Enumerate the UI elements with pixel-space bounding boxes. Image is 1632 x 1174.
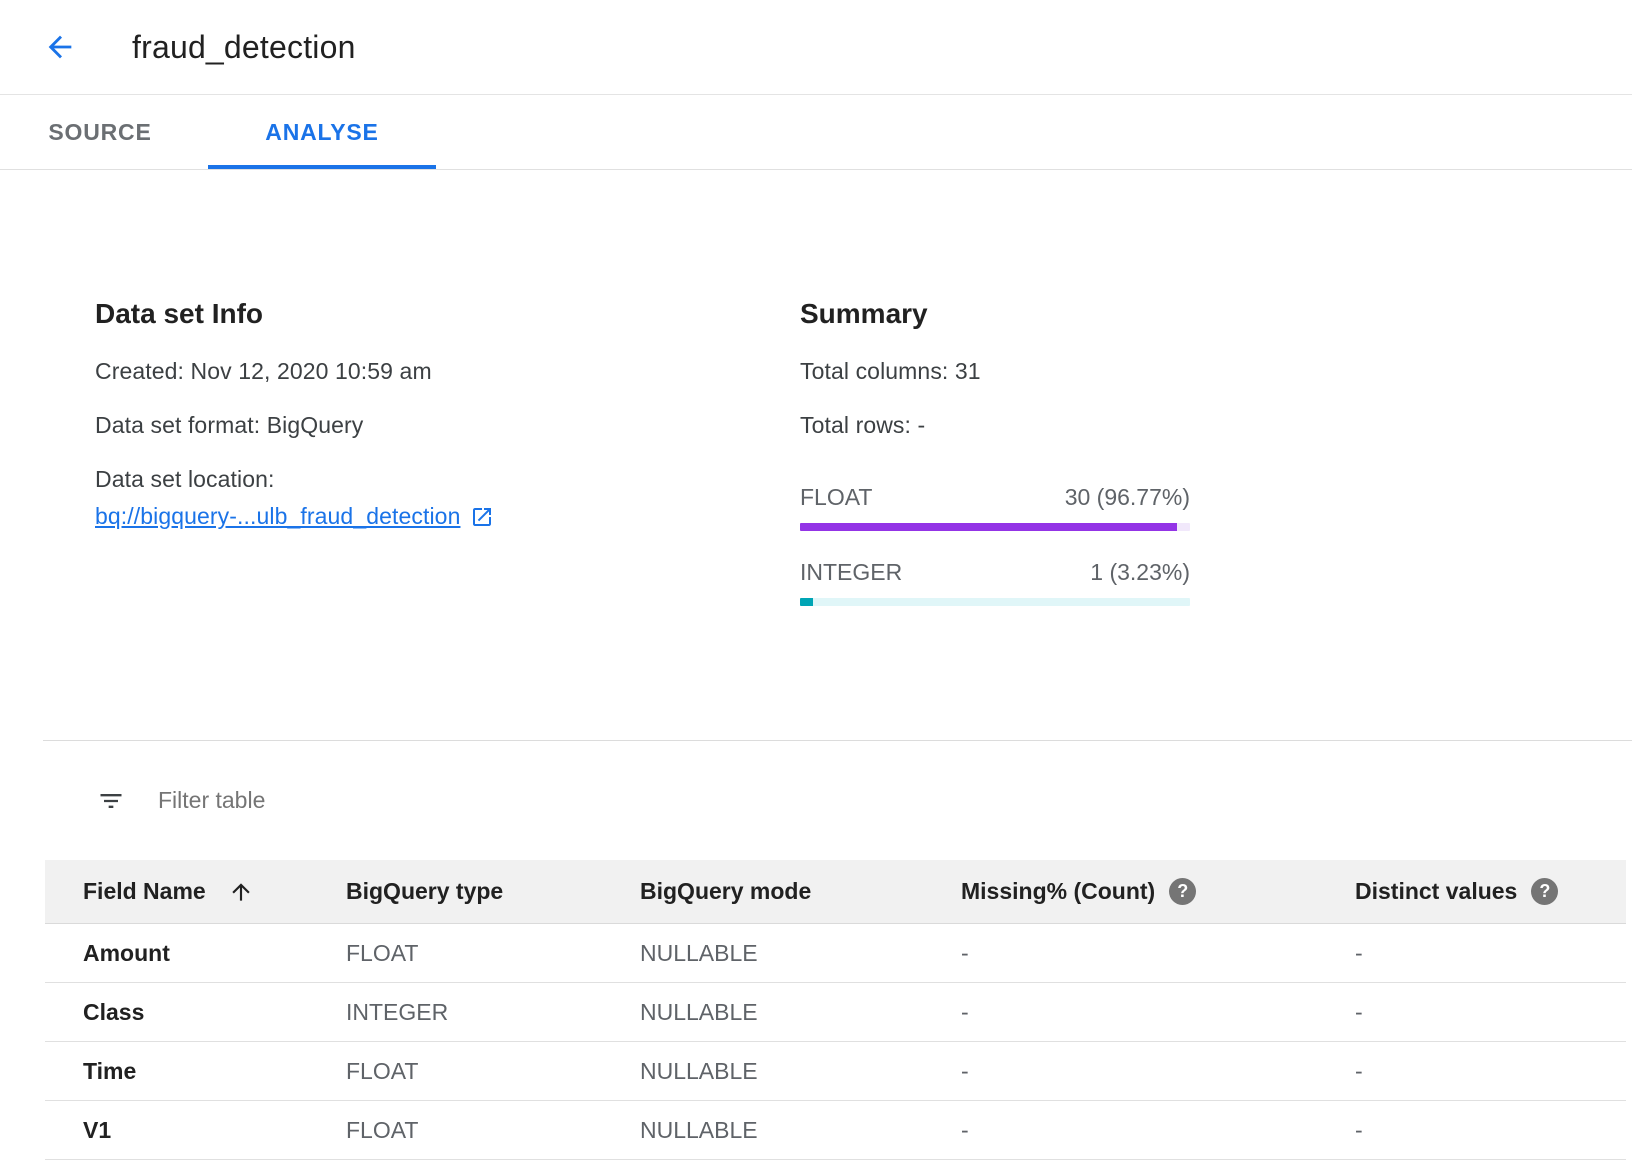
dataset-format: Data set format: BigQuery (95, 412, 364, 438)
mode-cell: NULLABLE (640, 939, 758, 966)
tab-source[interactable]: SOURCE (0, 95, 200, 169)
filter-row (0, 741, 1632, 860)
filter-table-input[interactable] (158, 787, 758, 814)
field-name-cell: Time (83, 1057, 137, 1084)
dataset-info-section: Data set Info Created: Nov 12, 2020 10:5… (95, 298, 660, 740)
float-type-row: FLOAT 30 (96.77%) (800, 484, 1190, 511)
table-header-row: Field Name BigQuery type BigQuery mode M… (45, 860, 1626, 924)
mode-cell: NULLABLE (640, 1116, 758, 1143)
sort-ascending-icon[interactable] (228, 879, 254, 905)
back-button[interactable] (40, 27, 80, 67)
field-name-cell: Amount (83, 939, 170, 966)
integer-type-row: INTEGER 1 (3.23%) (800, 559, 1190, 586)
float-meter (800, 523, 1190, 531)
dataset-created: Created: Nov 12, 2020 10:59 am (95, 358, 432, 384)
dataset-location-link[interactable]: bq://bigquery-...ulb_fraud_detection (95, 503, 461, 529)
missing-cell: - (961, 998, 969, 1025)
distinct-cell: - (1355, 1116, 1363, 1143)
integer-meter-fill (800, 598, 813, 606)
integer-value: 1 (3.23%) (1090, 559, 1190, 585)
app-header: fraud_detection (0, 0, 1632, 95)
missing-cell: - (961, 1116, 969, 1143)
open-in-new-icon[interactable] (470, 505, 494, 529)
fields-table: Field Name BigQuery type BigQuery mode M… (45, 860, 1626, 1160)
arrow-back-icon (48, 35, 72, 59)
distinct-help-icon[interactable]: ? (1531, 878, 1559, 905)
total-columns: Total columns: 31 (800, 358, 981, 384)
table-row[interactable]: Class INTEGER NULLABLE - - (45, 983, 1626, 1042)
missing-cell: - (961, 939, 969, 966)
integer-meter (800, 598, 1190, 606)
field-name-cell: V1 (83, 1116, 112, 1143)
content-area: Data set Info Created: Nov 12, 2020 10:5… (0, 170, 1632, 740)
tab-analyse[interactable]: ANALYSE (208, 95, 436, 169)
section-divider (43, 740, 1632, 741)
mode-cell: NULLABLE (640, 998, 758, 1025)
col-field-name[interactable]: Field Name (83, 878, 346, 905)
float-value: 30 (96.77%) (1064, 484, 1190, 510)
field-name-cell: Class (83, 998, 145, 1025)
col-missing[interactable]: Missing% (Count) ? (961, 878, 1355, 905)
table-row[interactable]: Amount FLOAT NULLABLE - - (45, 924, 1626, 983)
table-row[interactable]: Time FLOAT NULLABLE - - (45, 1042, 1626, 1101)
tab-source-label: SOURCE (48, 118, 152, 145)
type-cell: FLOAT (346, 1057, 419, 1084)
type-cell: FLOAT (346, 1116, 419, 1143)
dataset-location-row: bq://bigquery-...ulb_fraud_detection (95, 503, 660, 530)
mode-cell: NULLABLE (640, 1057, 758, 1084)
filter-list-icon[interactable] (97, 787, 125, 815)
missing-cell: - (961, 1057, 969, 1084)
col-bigquery-type[interactable]: BigQuery type (346, 878, 504, 904)
distinct-cell: - (1355, 1057, 1363, 1084)
col-distinct[interactable]: Distinct values ? (1355, 878, 1626, 905)
summary-section: Summary Total columns: 31 Total rows: - … (800, 298, 1190, 740)
page-title: fraud_detection (132, 28, 356, 65)
missing-help-icon[interactable]: ? (1169, 878, 1197, 905)
table-row[interactable]: V1 FLOAT NULLABLE - - (45, 1101, 1626, 1160)
tab-bar: SOURCE ANALYSE (0, 95, 1632, 170)
integer-label: INTEGER (800, 559, 903, 585)
type-cell: FLOAT (346, 939, 419, 966)
dataset-location-label: Data set location: (95, 466, 275, 492)
type-cell: INTEGER (346, 998, 449, 1025)
float-label: FLOAT (800, 484, 873, 510)
summary-heading: Summary (800, 298, 928, 329)
col-bigquery-mode[interactable]: BigQuery mode (640, 878, 812, 904)
tab-analyse-label: ANALYSE (265, 118, 379, 145)
total-rows: Total rows: - (800, 412, 926, 438)
float-meter-fill (800, 523, 1178, 531)
distinct-cell: - (1355, 939, 1363, 966)
dataset-info-heading: Data set Info (95, 298, 264, 329)
distinct-cell: - (1355, 998, 1363, 1025)
